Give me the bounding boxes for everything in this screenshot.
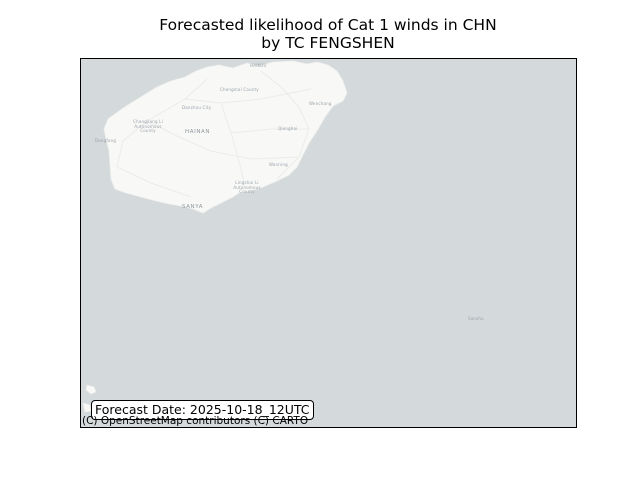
- place-label-sansha: Sansha: [468, 316, 484, 321]
- chart-title-line-2: by TC FENGSHEN: [261, 34, 395, 52]
- place-label-changjiang: Changjiang Li Autonomous County: [133, 119, 163, 133]
- place-label-lingshui: Lingshui Li Autonomous County: [233, 180, 261, 194]
- hainan-island: [103, 60, 348, 214]
- chart-title-line-1: Forecasted likelihood of Cat 1 winds in …: [159, 16, 497, 34]
- islet: [82, 402, 92, 413]
- basemap: [82, 60, 348, 413]
- road-network: [116, 70, 312, 198]
- place-label-dongfang: Dongfang: [95, 138, 117, 143]
- region-label-hainan: HAINAN: [185, 129, 211, 135]
- place-label-haikou: HAIKOU: [250, 63, 267, 68]
- place-label-qionghai: Qionghai: [278, 126, 298, 131]
- place-label-danzhou: Danzhou City: [182, 105, 212, 110]
- place-label-chengmai: Chengmai County: [220, 87, 259, 92]
- place-label-sanya: SANYA: [182, 204, 204, 210]
- map-attribution: (C) OpenStreetMap contributors (C) CARTO: [82, 415, 309, 427]
- place-label-wanning: Wanning: [269, 162, 288, 167]
- forecast-date-label: Forecast Date: 2025-10-18_12UTC: [91, 400, 314, 420]
- place-label-wenchang: Wenchang: [309, 101, 332, 106]
- map-panel[interactable]: HAIKOU Chengmai County Wenchang Danzhou …: [80, 58, 577, 428]
- islet: [85, 384, 97, 395]
